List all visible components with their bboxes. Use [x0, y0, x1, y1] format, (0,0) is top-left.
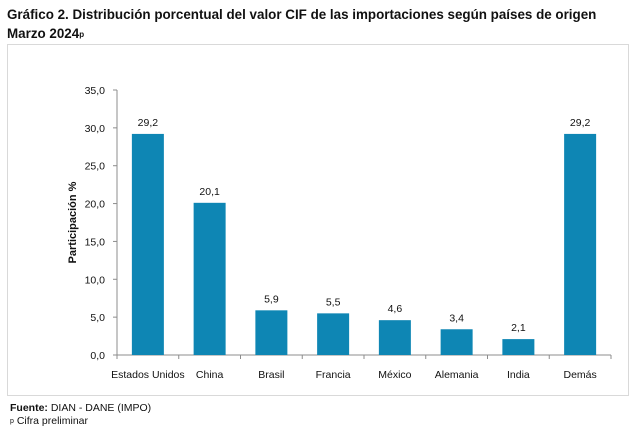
y-tick-label: 10,0	[85, 274, 106, 286]
data-label: 5,9	[264, 293, 279, 305]
chart-footer: Fuente: DIAN - DANE (IMPO) p Cifra preli…	[10, 402, 151, 428]
preliminary-mark: p	[79, 30, 85, 39]
y-tick-label: 15,0	[85, 236, 106, 248]
data-label: 4,6	[388, 303, 403, 315]
chart-frame	[7, 44, 629, 396]
y-tick-label: 35,0	[85, 85, 106, 97]
x-tick-label: Estados Unidos	[111, 369, 185, 381]
y-tick-label: 0,0	[90, 350, 105, 362]
x-tick-label: Demás	[563, 369, 596, 381]
bar-3	[317, 313, 350, 355]
data-label: 3,4	[449, 312, 464, 324]
chart-title-period: Marzo 2024	[7, 26, 80, 41]
y-tick-label: 25,0	[85, 161, 106, 173]
x-tick-label: China	[196, 369, 224, 381]
y-tick-label: 20,0	[85, 199, 106, 211]
data-label: 29,2	[570, 117, 591, 129]
source-line: Fuente: DIAN - DANE (IMPO)	[10, 402, 151, 415]
x-tick-label: Francia	[316, 369, 351, 381]
x-tick-label: India	[507, 369, 530, 381]
note-text: Cifra preliminar	[13, 415, 89, 427]
bar-6	[502, 339, 535, 355]
bar-1	[193, 202, 226, 355]
data-label: 20,1	[199, 186, 220, 198]
bar-5	[440, 329, 473, 355]
bar-2	[255, 310, 288, 355]
chart-title-line2: Marzo 2024p	[7, 24, 629, 43]
source-label: Fuente:	[10, 402, 48, 414]
preliminary-note: p Cifra preliminar	[10, 415, 151, 428]
x-tick-label: México	[378, 369, 411, 381]
note-mark: p	[10, 418, 14, 425]
data-label: 2,1	[511, 322, 526, 334]
y-axis-title: Participación %	[67, 181, 79, 263]
source-text: DIAN - DANE (IMPO)	[47, 402, 152, 414]
bar-4	[378, 320, 411, 355]
y-tick-label: 30,0	[85, 123, 106, 135]
x-tick-label: Alemania	[435, 369, 479, 381]
bar-0	[131, 133, 164, 355]
chart-title-line1: Gráfico 2. Distribución porcentual del v…	[7, 7, 597, 22]
data-label: 5,5	[326, 296, 341, 308]
bar-7	[564, 133, 597, 355]
y-tick-label: 5,0	[90, 312, 105, 324]
x-tick-label: Brasil	[258, 369, 284, 381]
chart-title: Gráfico 2. Distribución porcentual del v…	[7, 5, 629, 43]
data-label: 29,2	[138, 117, 159, 129]
